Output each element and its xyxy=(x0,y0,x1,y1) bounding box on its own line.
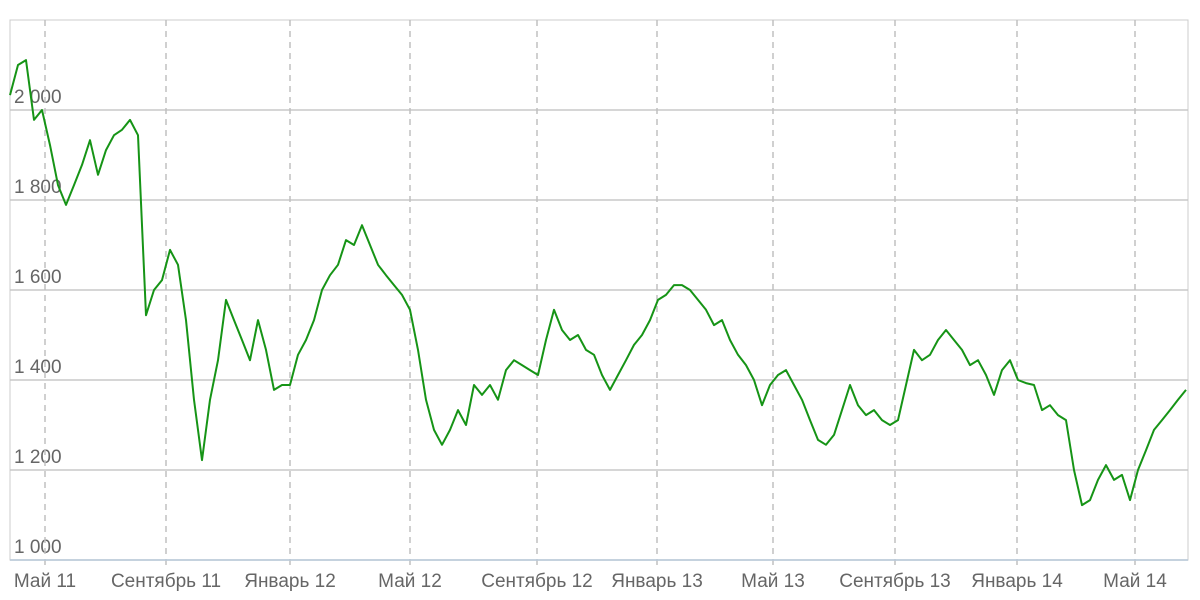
y-tick-label: 1 000 xyxy=(14,537,62,558)
x-tick-label: Май 13 xyxy=(741,571,805,592)
y-tick-label: 1 400 xyxy=(14,357,62,378)
x-tick-label: Май 12 xyxy=(378,571,442,592)
x-tick-label: Май 11 xyxy=(14,571,76,592)
x-tick-label: Сентябрь 13 xyxy=(839,571,951,592)
y-tick-label: 1 800 xyxy=(14,177,62,198)
y-tick-label: 2 000 xyxy=(14,87,62,108)
x-tick-label: Сентябрь 12 xyxy=(481,571,593,592)
x-tick-label: Май 14 xyxy=(1103,571,1167,592)
x-tick-label: Сентябрь 11 xyxy=(111,571,221,592)
x-tick-label: Январь 13 xyxy=(611,571,703,592)
x-tick-label: Январь 12 xyxy=(244,571,336,592)
x-tick-label: Январь 14 xyxy=(971,571,1063,592)
y-tick-label: 1 600 xyxy=(14,267,62,288)
y-tick-label: 1 200 xyxy=(14,447,62,468)
line xyxy=(9,59,1187,507)
